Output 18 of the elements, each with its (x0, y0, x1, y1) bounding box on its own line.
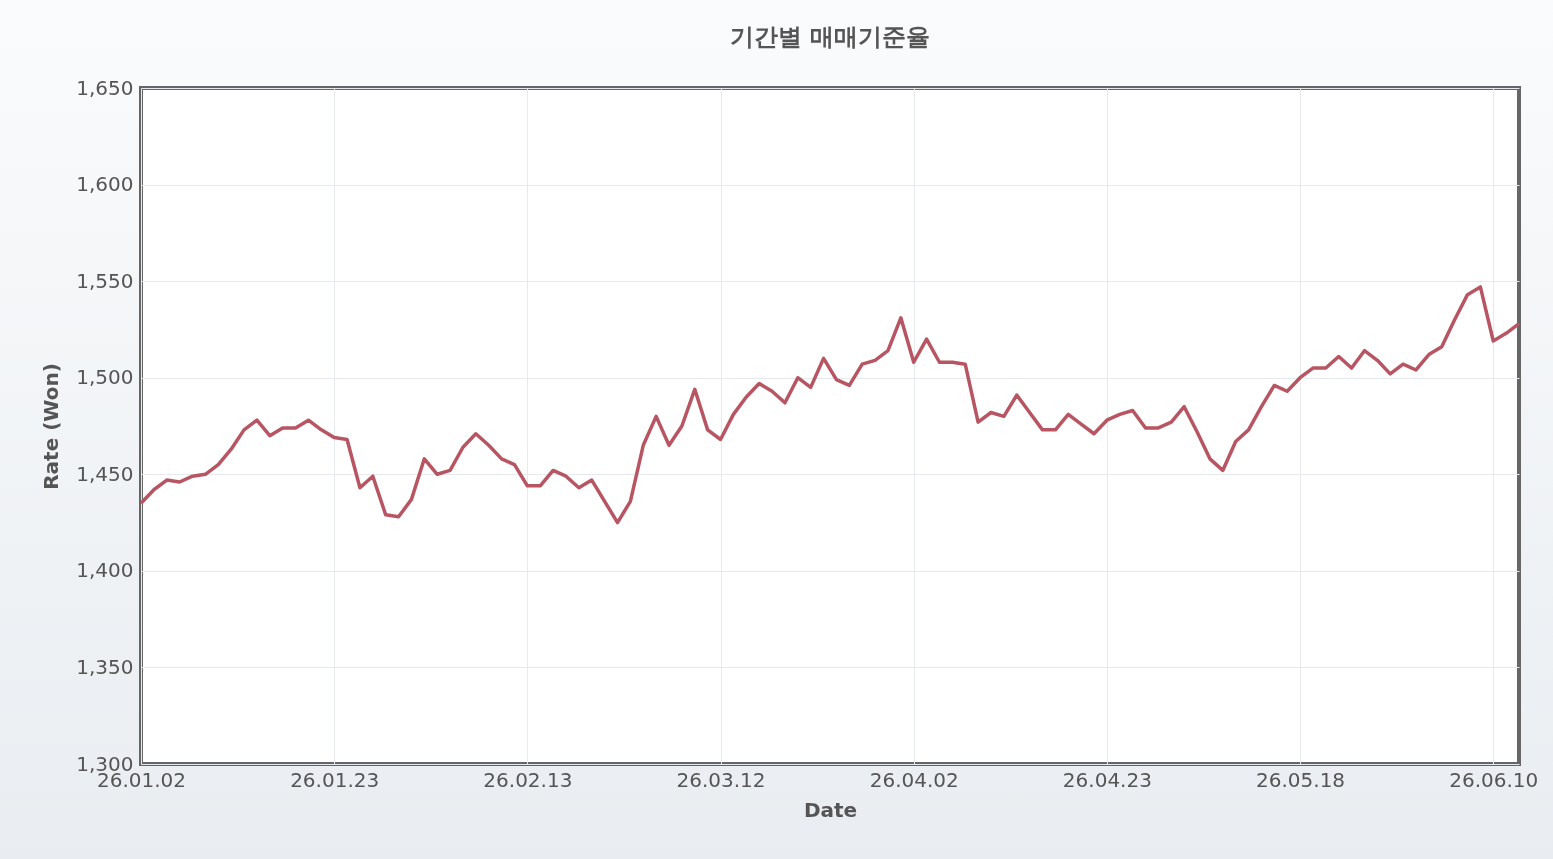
y-tick-label: 1,350 (76, 654, 134, 679)
x-tick-label: 26.01.23 (290, 767, 380, 792)
line-series (139, 285, 1521, 525)
x-tick-label: 26.02.13 (483, 767, 573, 792)
chart-title: 기간별 매매기준율 (729, 23, 931, 51)
y-tick-label: 1,550 (76, 268, 134, 293)
x-tick-label: 26.04.23 (1062, 767, 1152, 792)
x-tick-label: 26.04.02 (869, 767, 959, 792)
y-tick-label: 1,600 (76, 172, 134, 197)
x-tick-label: 26.05.18 (1256, 767, 1346, 792)
x-tick-label: 26.06.10 (1449, 767, 1539, 792)
y-tick-label: 1,650 (76, 75, 134, 100)
y-axis-title: Rate (Won) (39, 363, 64, 490)
y-tick-label: 1,450 (76, 461, 134, 486)
y-tick-label: 1,400 (76, 558, 134, 583)
x-axis-title: Date (803, 797, 858, 822)
x-tick-label: 26.03.12 (676, 767, 766, 792)
y-tick-label: 1,500 (76, 365, 134, 390)
